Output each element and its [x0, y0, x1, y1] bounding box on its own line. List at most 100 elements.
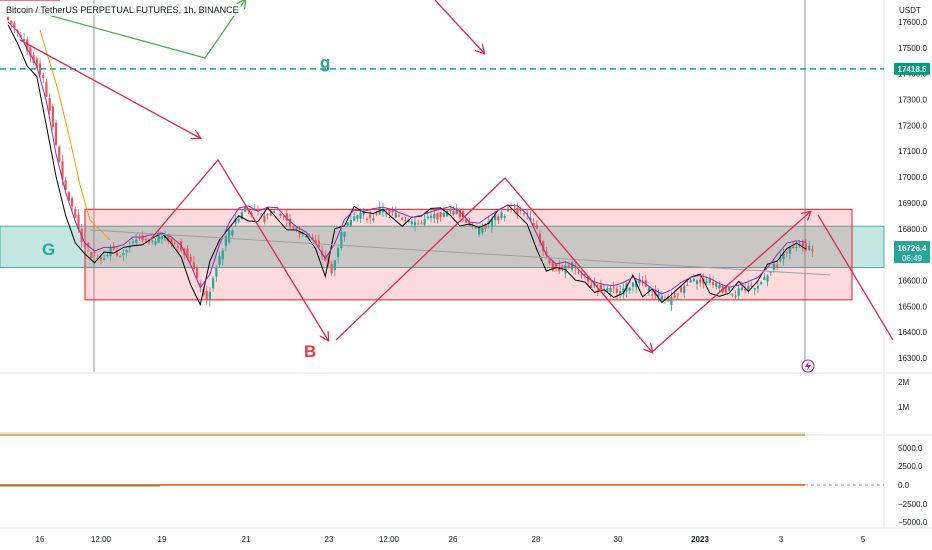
candle-body	[490, 219, 494, 227]
candle-body	[279, 213, 282, 217]
candle-body	[689, 280, 692, 283]
candle-body	[141, 235, 144, 241]
candle-body	[13, 23, 16, 28]
candle-body	[670, 297, 673, 305]
candle-body	[404, 220, 407, 222]
candle-body	[263, 215, 266, 222]
candle-body	[612, 287, 615, 289]
candle-body	[538, 233, 542, 243]
candle-body	[641, 282, 644, 284]
candle-body	[522, 213, 526, 215]
candle-body	[231, 230, 234, 236]
candle-body	[711, 281, 715, 285]
time-tick: 19	[158, 535, 167, 544]
candle-body	[638, 278, 641, 284]
candle-body	[429, 215, 433, 218]
time-tick: 28	[532, 535, 541, 544]
candle-body	[269, 213, 272, 216]
candle-body	[151, 240, 154, 242]
candle-body	[208, 291, 212, 301]
candle-body	[212, 278, 215, 289]
candle-body	[551, 260, 554, 271]
volume-tick-1M: 1M	[898, 403, 909, 412]
candle-body	[298, 231, 301, 235]
candle-body	[359, 212, 362, 219]
chart-title: Bitcoin / TetherUS PERPETUAL FUTURES, 1h…	[4, 4, 241, 16]
candle-body	[760, 282, 763, 284]
candle-body	[410, 221, 413, 225]
time-tick: 21	[242, 535, 251, 544]
candle-body	[199, 283, 202, 286]
candle-body	[74, 209, 77, 218]
price-tick: 17200.0	[898, 121, 927, 130]
candle-body	[93, 252, 96, 254]
candle-body	[442, 212, 445, 217]
candle-body	[285, 213, 288, 221]
drawing-arrows[interactable]	[0, 0, 894, 352]
candle-body	[144, 238, 147, 241]
candle-body	[42, 74, 45, 79]
candle-body	[365, 218, 369, 220]
label-g: g	[320, 53, 330, 72]
candle-body	[64, 180, 67, 190]
time-tick: 5	[861, 535, 866, 544]
candle-body	[686, 284, 689, 286]
candle-body	[808, 246, 811, 251]
candle-body	[718, 284, 721, 289]
candle-body	[776, 265, 779, 267]
candle-body	[769, 271, 772, 273]
candle-body	[529, 217, 532, 221]
label-G: G	[42, 240, 55, 259]
candle-body	[779, 258, 782, 261]
countdown: 06:49	[902, 254, 923, 263]
candle-body	[135, 239, 138, 243]
candle-body	[340, 232, 343, 249]
candle-body	[782, 253, 785, 260]
candle-body	[708, 278, 711, 283]
candle-body	[103, 258, 106, 260]
candle-body	[458, 209, 461, 218]
label-B: B	[304, 342, 316, 361]
candle-body	[70, 198, 74, 207]
price-axis[interactable]	[884, 0, 932, 530]
time-tick: 23	[325, 535, 334, 544]
candle-body	[83, 242, 87, 247]
candle-body	[580, 274, 583, 276]
candle-body	[542, 240, 545, 252]
candle-body	[606, 287, 609, 292]
candle-body	[532, 223, 535, 228]
candle-body	[122, 252, 125, 256]
candle-body	[609, 287, 612, 292]
candle-body	[619, 291, 622, 295]
time-tick: 12:00	[91, 535, 112, 544]
candle-body	[503, 216, 506, 218]
candle-body	[481, 227, 484, 233]
candle-body	[192, 262, 195, 269]
volume-pane[interactable]: 2M 1M	[0, 378, 909, 436]
candle-body	[788, 246, 792, 254]
candle-body	[737, 288, 740, 296]
candle-body	[679, 287, 683, 292]
candle-body	[628, 287, 631, 291]
price-tick: 16400.0	[898, 328, 927, 337]
price-tick: 16300.0	[898, 354, 927, 363]
oscillator-pane[interactable]: 5000.0 2500.0 0.0 −2500.0 −5000.0	[0, 444, 928, 527]
candle-body	[157, 232, 160, 243]
candle-body	[750, 285, 753, 287]
candle-body	[763, 277, 766, 280]
candle-body	[106, 255, 109, 257]
price-pane[interactable]	[0, 0, 884, 372]
candle-body	[38, 63, 42, 75]
time-axis[interactable]: 16 12:00 19 21 23 12:00 26 28 30 2023 3 …	[36, 535, 866, 544]
trend-line-grey	[89, 229, 831, 276]
candle-body	[548, 257, 551, 264]
candle-body	[131, 241, 135, 244]
lightning-icon[interactable]	[801, 359, 815, 373]
arrow-green[interactable]	[29, 0, 245, 59]
level-price-tag: 17418.5	[894, 62, 930, 75]
candle-body	[186, 248, 189, 259]
candle-body	[401, 217, 404, 220]
candle-body	[189, 256, 192, 262]
candle-body	[115, 252, 119, 257]
